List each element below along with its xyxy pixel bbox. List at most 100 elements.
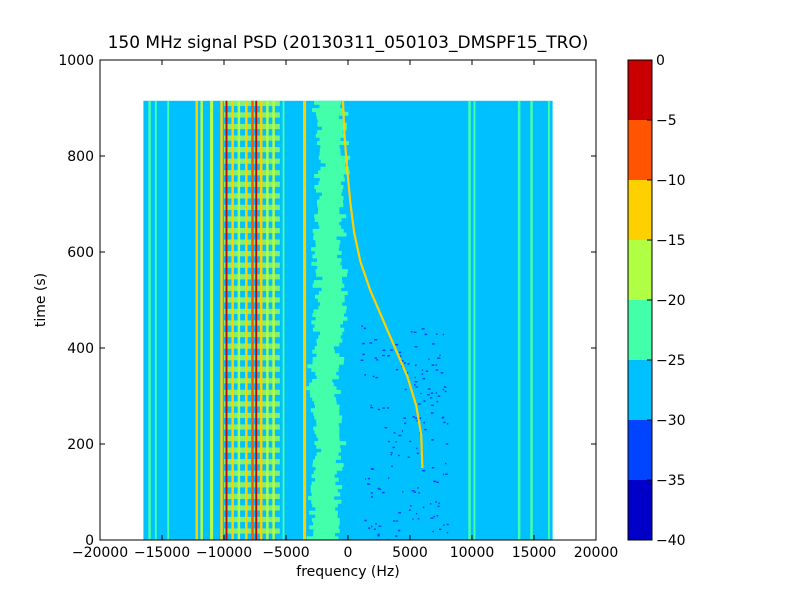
heatmap-noise-band <box>316 338 343 343</box>
heatmap-carrier-line <box>237 100 241 540</box>
heatmap-speckle <box>393 520 396 522</box>
heatmap-speckle <box>419 417 422 420</box>
heatmap-speckle <box>416 447 418 450</box>
heatmap-carrier-line <box>200 100 203 540</box>
heatmap-noise-band <box>325 163 345 167</box>
heatmap-speckle <box>430 503 432 505</box>
heatmap-speckle <box>439 354 441 357</box>
heatmap-noise-band <box>314 430 340 435</box>
heatmap-speckle <box>424 428 427 431</box>
heatmap-speckle <box>425 370 429 373</box>
heatmap-noise-band <box>319 104 341 109</box>
heatmap-noise-band <box>315 371 337 376</box>
heatmap-speckle <box>407 456 410 458</box>
heatmap-speckle <box>390 453 392 456</box>
heatmap-speckle <box>412 416 415 418</box>
heatmap-layer <box>143 100 553 540</box>
heatmap-noise-band <box>311 518 340 522</box>
heatmap-noise-band <box>313 232 347 237</box>
y-axis-label: time (s) <box>33 273 49 327</box>
heatmap-speckle <box>395 343 399 346</box>
heatmap-noise-band <box>317 298 345 303</box>
colorbar-tick-label: −35 <box>656 473 686 489</box>
heatmap-noise-band <box>311 367 339 372</box>
heatmap-speckle <box>395 441 397 443</box>
heatmap-speckle <box>362 342 365 345</box>
heatmap-speckle <box>395 368 399 371</box>
heatmap-carrier-line <box>225 100 228 540</box>
heatmap-speckle <box>398 454 400 457</box>
heatmap-speckle <box>437 357 441 359</box>
heatmap-speckle <box>427 388 431 390</box>
heatmap-noise-band <box>310 488 338 493</box>
heatmap-speckle <box>431 439 435 441</box>
heatmap-speckle <box>373 528 376 531</box>
heatmap-speckle <box>409 505 412 507</box>
heatmap-noise-band <box>312 397 337 402</box>
heatmap-speckle <box>376 359 379 361</box>
heatmap-speckle <box>404 388 407 391</box>
heatmap-speckle <box>406 372 409 374</box>
heatmap-speckle <box>438 528 442 531</box>
heatmap-speckle <box>435 392 438 394</box>
x-axis: −20000 −15000 −10000 −5000 0 5000 10000 15000 20… <box>72 60 618 561</box>
heatmap-noise-band <box>314 174 344 178</box>
heatmap-speckle <box>430 404 434 407</box>
y-tick-label: 1000 <box>58 53 94 69</box>
heatmap-noise-band <box>321 192 342 197</box>
heatmap-speckle <box>401 430 404 432</box>
heatmap-speckle <box>377 408 381 411</box>
heatmap-noise-band <box>312 108 344 113</box>
heatmap-speckle <box>374 339 378 341</box>
heatmap-speckle <box>436 400 439 403</box>
heatmap-carrier-line <box>245 100 248 540</box>
heatmap-speckle <box>390 349 393 351</box>
heatmap-speckle <box>403 362 406 364</box>
heatmap-noise-band <box>320 159 348 164</box>
heatmap-speckle <box>438 502 440 505</box>
y-tick-label: 600 <box>67 245 94 261</box>
heatmap-speckle <box>382 354 385 357</box>
heatmap-speckle <box>384 426 388 429</box>
heatmap-speckle <box>367 483 371 485</box>
heatmap-noise-band <box>314 250 342 255</box>
heatmap-speckle <box>433 480 436 483</box>
heatmap-noise-band <box>306 536 339 540</box>
heatmap-speckle <box>407 363 410 365</box>
heatmap-speckle <box>391 465 393 468</box>
heatmap-noise-band <box>313 411 340 416</box>
heatmap-noise-band <box>315 404 340 409</box>
heatmap-speckle <box>360 359 364 361</box>
heatmap-speckle <box>417 517 420 520</box>
heatmap-speckle <box>418 403 421 405</box>
heatmap-speckle <box>387 440 390 443</box>
heatmap-noise-band <box>317 258 342 263</box>
heatmap-speckle <box>400 360 404 362</box>
colorbar-tick-label: −25 <box>656 353 686 369</box>
heatmap-speckle <box>416 419 419 422</box>
heatmap-noise-band <box>312 254 338 259</box>
heatmap-carrier-line <box>473 100 476 540</box>
heatmap-speckle <box>424 333 428 336</box>
heatmap-speckle <box>442 473 445 476</box>
heatmap-carrier-line <box>303 100 307 540</box>
heatmap-noise-band <box>311 492 341 497</box>
colorbar-tick-label: −20 <box>656 293 686 309</box>
heatmap-speckle <box>421 373 424 375</box>
colorbar-level <box>628 300 652 360</box>
heatmap-noise-band <box>316 375 339 380</box>
heatmap-noise-band <box>317 203 344 208</box>
heatmap-noise-band <box>317 342 340 347</box>
heatmap-noise-band <box>316 419 342 424</box>
heatmap-noise-band <box>318 170 350 175</box>
heatmap-speckle <box>370 492 373 494</box>
heatmap-speckle <box>428 358 430 360</box>
x-tick-label: −15000 <box>134 545 190 561</box>
heatmap-speckle <box>436 514 439 517</box>
heatmap-noise-band <box>316 433 340 438</box>
heatmap-speckle <box>427 394 430 396</box>
heatmap-carrier-line <box>266 100 269 540</box>
heatmap-noise-band <box>311 499 342 504</box>
heatmap-speckle <box>445 443 449 445</box>
heatmap-noise-band <box>320 144 340 149</box>
